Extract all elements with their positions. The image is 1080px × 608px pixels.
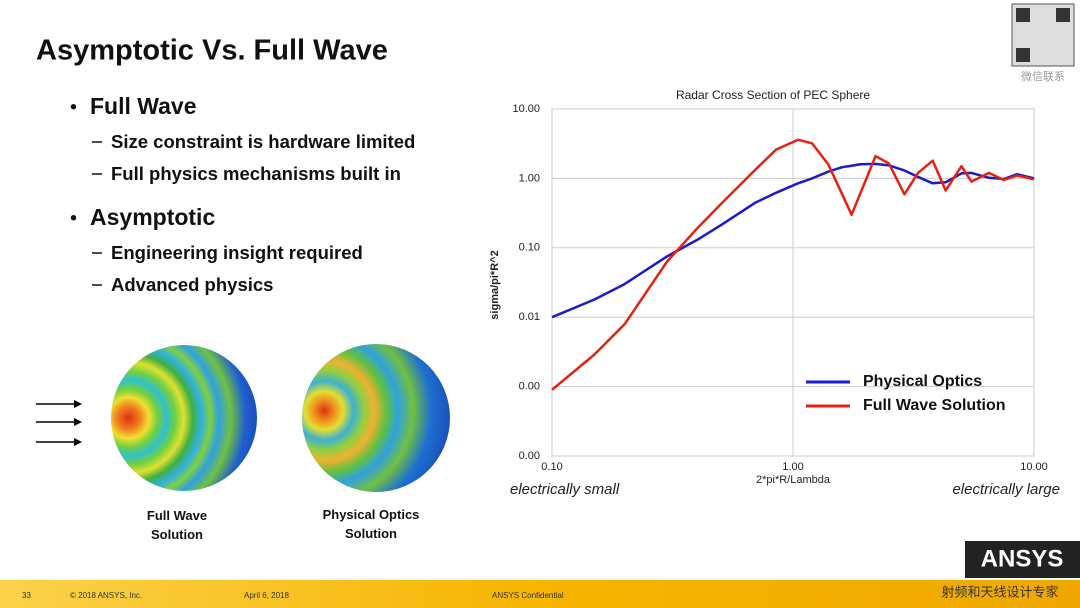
- y-tick-label: 1.00: [519, 172, 540, 184]
- qr-corner: [1016, 8, 1030, 22]
- y-tick-label: 0.00: [519, 450, 540, 462]
- page-number: 33: [22, 591, 31, 600]
- y-tick-label: 0.10: [519, 242, 540, 254]
- bullet-list: • Full Wave Size constraint is hardware li…: [70, 93, 415, 295]
- logo: ANSYS: [981, 545, 1064, 572]
- y-tick-label: 0.00: [519, 381, 540, 393]
- legend-label: Full Wave Solution: [863, 397, 1006, 414]
- qr-corner: [1016, 48, 1030, 62]
- sphere-caption: Full Wave Solution: [147, 508, 207, 542]
- bullet-dot: •: [70, 207, 77, 229]
- x-axis-label: 2*pi*R/Lambda: [756, 474, 831, 486]
- slide-title: Asymptotic Vs. Full Wave: [36, 35, 388, 67]
- sub-bullet: Size constraint is hardware limited: [111, 131, 415, 152]
- watermark: 射频和天线设计专家: [941, 584, 1058, 599]
- y-tick-label: 0.01: [519, 311, 540, 323]
- x-tick-label: 1.00: [782, 461, 803, 473]
- x-tick-label: 0.10: [541, 461, 562, 473]
- sub-bullet: Engineering insight required: [111, 242, 363, 263]
- legend-label: Physical Optics: [863, 373, 982, 390]
- annotation: electrically large: [952, 481, 1060, 498]
- qr-caption: 微信联系: [1021, 69, 1065, 83]
- qr-corner: [1056, 8, 1070, 22]
- chart-title: Radar Cross Section of PEC Sphere: [676, 88, 870, 102]
- footer-bar: [0, 580, 1080, 608]
- bullet: Asymptotic: [90, 204, 215, 230]
- date: April 6, 2018: [244, 591, 289, 600]
- copyright: © 2018 ANSYS, Inc.: [70, 591, 142, 600]
- sphere-full-wave: [111, 345, 257, 491]
- y-tick-label: 10.00: [512, 103, 540, 115]
- bullet: Full Wave: [90, 93, 197, 119]
- sphere-caption: Physical Optics Solution: [323, 507, 420, 541]
- sphere-physical-optics: [302, 344, 450, 492]
- annotation: electrically small: [510, 481, 620, 498]
- sub-bullet: Full physics mechanisms built in: [111, 163, 401, 184]
- series-line: [551, 138, 1035, 391]
- series-line: [551, 162, 1035, 319]
- incident-arrows: [36, 403, 78, 443]
- logo-box: [965, 541, 1080, 578]
- y-axis-label: sigma/pi*R^2: [489, 250, 501, 319]
- arrow-heads: [74, 400, 82, 446]
- sub-bullet: Advanced physics: [111, 274, 273, 295]
- x-tick-label: 10.00: [1020, 461, 1048, 473]
- bullet-dot: •: [70, 96, 77, 118]
- confidential: ANSYS Confidential: [492, 591, 564, 600]
- plot: Radar Cross Section of PEC Sphere 2*pi*R/…: [489, 88, 1060, 498]
